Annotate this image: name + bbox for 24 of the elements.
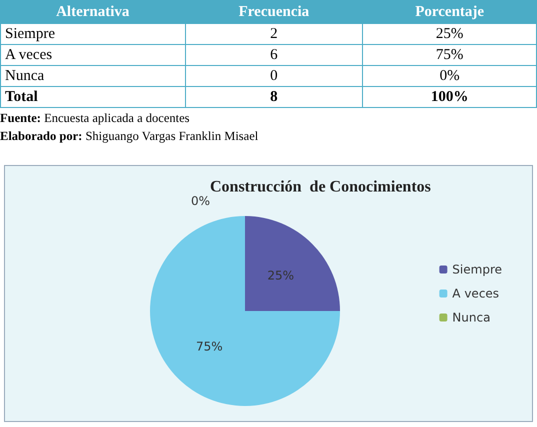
data-label: 0% [362,66,536,86]
category-label: Total [0,86,185,108]
legend-label: Nunca [452,310,490,324]
data-label: 0 [185,66,363,86]
text: Alternativa [0,0,185,24]
data-label: 8 [185,86,363,108]
data-label: 75% [362,44,536,66]
data-label: 2 [185,24,363,44]
source-note: Fuente: Encuesta aplicada a docentes [0,111,191,126]
chart-title: Construcción de Conocimientos [210,178,431,196]
data-label: 25% [267,268,294,282]
text: Elaborado por: Shiguango Vargas Franklin Misael [0,129,260,144]
legend-label: A veces [452,286,500,300]
text: Porcentaje [362,0,536,24]
data-label: 6 [185,44,363,66]
data-label: 75% [196,340,223,354]
category-label: Siempre [0,24,185,44]
text: 0% [190,194,210,208]
text: Frecuencia [185,0,363,24]
legend-label: Siempre [452,262,502,276]
data-label: 25% [362,24,536,44]
category-label: A veces [0,44,185,66]
data-label: 100% [362,86,536,108]
category-label: Nunca [0,66,185,86]
